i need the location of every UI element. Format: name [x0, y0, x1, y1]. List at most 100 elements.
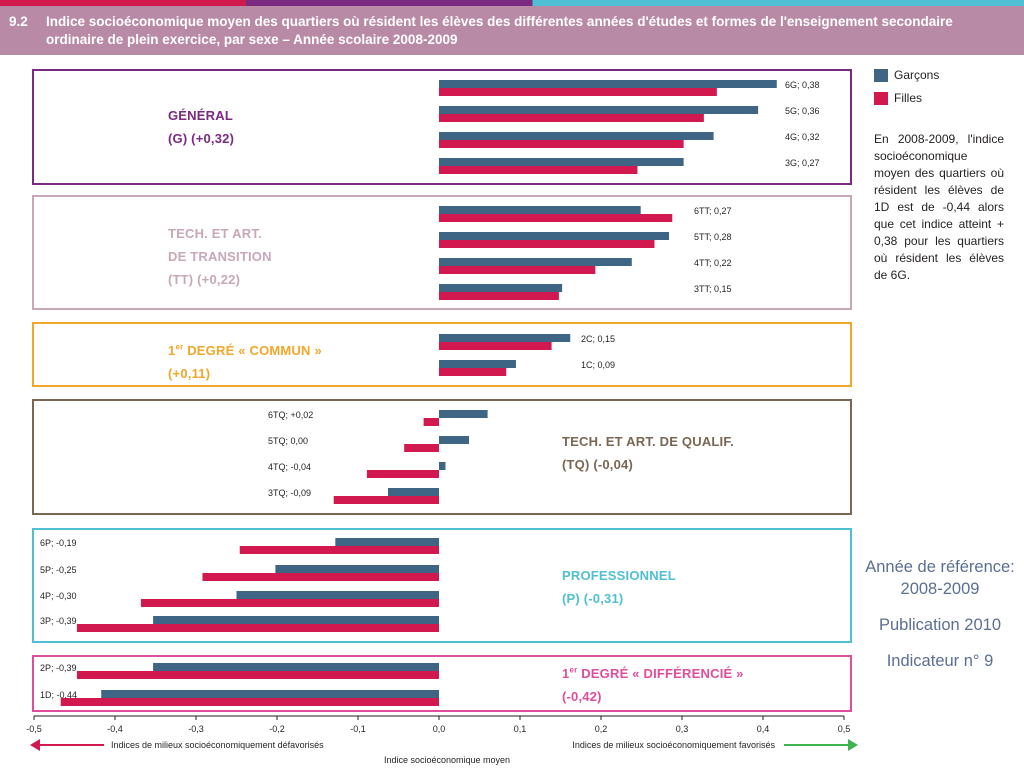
bar-girls [404, 444, 439, 452]
left-arrow-label: Indices de milieux socioéconomiquement d… [111, 740, 324, 750]
bar-girls [423, 418, 439, 426]
x-tick-label: 0,1 [514, 724, 527, 734]
panel-general [32, 69, 852, 185]
left-arrow-head [30, 739, 40, 751]
bar-boys [387, 488, 439, 496]
bar-label: 5P; -0,25 [40, 565, 77, 575]
right-arrow-head [848, 739, 858, 751]
group-label-line: TECH. ET ART. [168, 226, 262, 241]
x-tick-label: 0,3 [676, 724, 689, 734]
bar-girls [439, 140, 684, 148]
x-tick-label: 0,0 [433, 724, 446, 734]
bar-boys [439, 462, 446, 470]
group-label-line: (P) (-0,31) [562, 591, 624, 606]
bar-label: 1D; -0,44 [40, 690, 77, 700]
bar-girls [439, 88, 717, 96]
bar-girls [239, 546, 439, 554]
x-tick-label: -0,2 [269, 724, 285, 734]
bar-girls [140, 599, 440, 607]
bar-boys [153, 663, 439, 671]
group-label-line: GÉNÉRAL [168, 108, 233, 123]
bar-boys [439, 360, 516, 368]
bar-boys [439, 106, 759, 114]
bar-label: 4P; -0,30 [40, 591, 77, 601]
group-label-pro: PROFESSIONNEL (P) (-0,31) [562, 564, 676, 610]
panel-professional [32, 528, 852, 643]
x-tick-label: -0,3 [188, 724, 204, 734]
chart-number: 9.2 [9, 14, 28, 29]
bar-boys [236, 591, 439, 599]
bar-label: 4G; 0,32 [785, 132, 820, 142]
bar-label: 2P; -0,39 [40, 663, 77, 673]
bar-girls [366, 470, 439, 478]
bar-boys [439, 206, 641, 214]
group-label-line: (+0,11) [168, 366, 211, 382]
bar-girls [76, 624, 440, 632]
bar-label: 5G; 0,36 [785, 106, 820, 116]
bar-boys [439, 232, 670, 240]
legend-label-girls: Filles [894, 91, 923, 105]
bar-girls [439, 240, 655, 248]
x-tick-label: 0,5 [838, 724, 851, 734]
bar-girls [439, 292, 559, 300]
group-label-general: GÉNÉRAL (G) (+0,32) [168, 104, 234, 150]
bar-boys [439, 132, 714, 140]
reference-year-label: Année de référence: [865, 558, 1015, 576]
bar-girls [439, 368, 507, 376]
x-tick-label: -0,5 [26, 724, 42, 734]
legend-label-boys: Garçons [894, 68, 940, 82]
superscript: er [175, 343, 184, 352]
bar-girls [202, 573, 439, 581]
group-label-tt: TECH. ET ART. DE TRANSITION (TT) (+0,22) [168, 222, 272, 291]
bar-label: 6TQ; +0,02 [268, 410, 313, 420]
bar-label: 4TT; 0,22 [694, 258, 732, 268]
bar-label: 5TT; 0,28 [694, 232, 732, 242]
group-label-line: (TT) (+0,22) [168, 272, 241, 287]
group-label-line: PROFESSIONNEL [562, 568, 676, 583]
bar-label: 4TQ; -0,04 [268, 462, 311, 472]
group-label-line: DE TRANSITION [168, 249, 272, 264]
group-label-diff: 1er DEGRÉ « DIFFÉRENCIÉ » (-0,42) [562, 659, 744, 708]
legend-swatch-boys [874, 69, 888, 82]
top-stripe [0, 0, 1024, 6]
reference-year: 2008-2009 [900, 580, 980, 598]
bar-label: 3TT; 0,15 [694, 284, 732, 294]
group-label-line: TECH. ET ART. DE QUALIF. [562, 434, 734, 449]
bar-label: 3TQ; -0,09 [268, 488, 311, 498]
group-label-first: 1er DEGRÉ « COMMUN » [168, 343, 322, 359]
group-label-line: (-0,42) [562, 689, 602, 705]
superscript: er [569, 666, 578, 675]
chart-title: Indice socioéconomique moyen des quartie… [46, 14, 953, 47]
bar-boys [439, 158, 684, 166]
x-tick-label: -0,4 [107, 724, 123, 734]
bar-label: 6TT; 0,27 [694, 206, 732, 216]
group-label-first: 1er DEGRÉ « DIFFÉRENCIÉ » [562, 666, 744, 682]
group-label-tq: TECH. ET ART. DE QUALIF. (TQ) (-0,04) [562, 430, 734, 476]
x-tick-label: 0,4 [757, 724, 770, 734]
bar-boys [101, 690, 439, 698]
bar-boys [153, 616, 439, 624]
bar-label: 3G; 0,27 [785, 158, 820, 168]
indicator-label: Indicateur n° 9 [886, 652, 994, 670]
bar-label: 6P; -0,19 [40, 538, 77, 548]
bar-boys [439, 334, 571, 342]
bar-girls [439, 166, 638, 174]
chart-header: 9.2 Indice socioéconomique moyen des qua… [0, 6, 1024, 55]
bar-boys [275, 565, 439, 573]
bar-boys [439, 284, 563, 292]
panel-first-degree-common [32, 322, 852, 387]
x-axis-title: Indice socioéconomique moyen [384, 755, 510, 765]
panel-first-degree-differentiated [32, 655, 852, 712]
bar-girls [333, 496, 439, 504]
bar-girls [439, 266, 596, 274]
explanatory-note: En 2008-2009, l'indice socioéconomique m… [874, 132, 1004, 282]
bar-boys [439, 436, 469, 444]
panel-tech-qualification [32, 399, 852, 515]
right-arrow-label: Indices de milieux socioéconomiquement f… [572, 740, 775, 750]
bar-girls [60, 698, 439, 706]
panel-tech-transition [32, 195, 852, 310]
legend-swatch-girls [874, 92, 888, 105]
bar-boys [439, 410, 488, 418]
publication-label: Publication 2010 [878, 616, 1001, 634]
